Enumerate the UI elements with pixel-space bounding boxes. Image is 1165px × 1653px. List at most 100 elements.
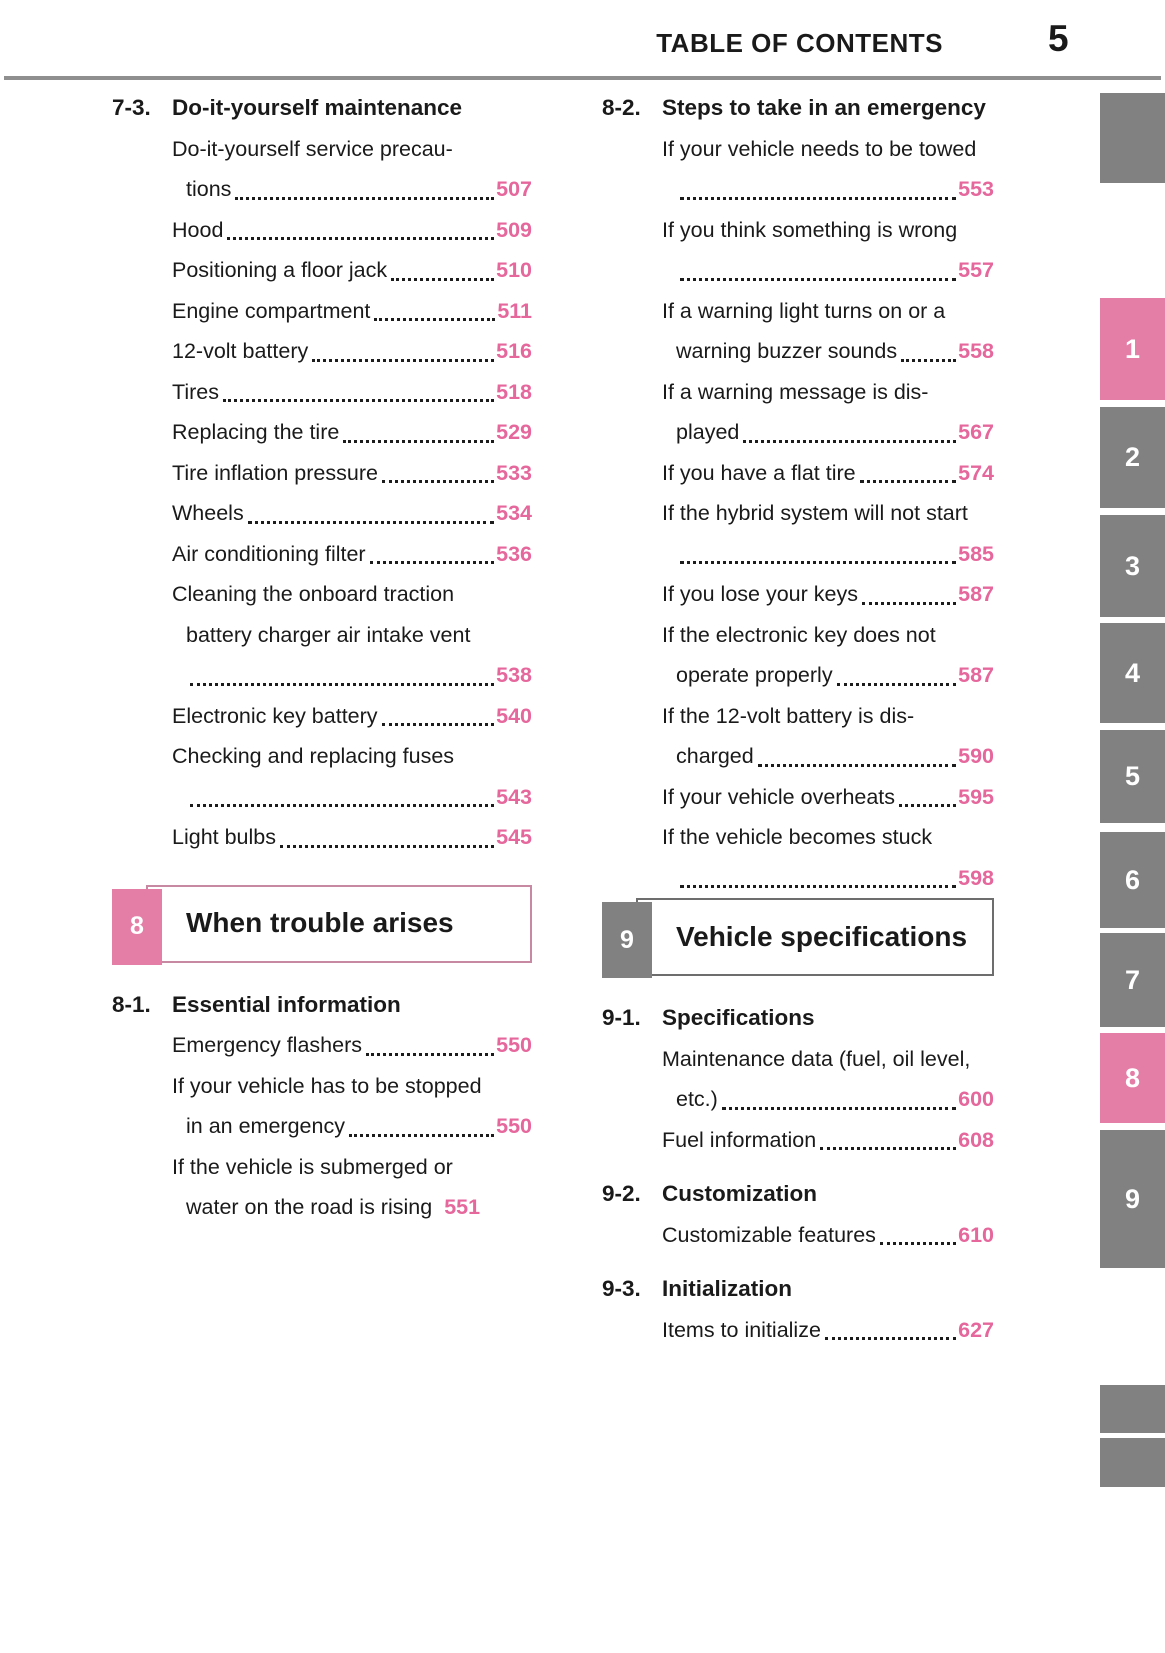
section-title: Steps to take in an emergency bbox=[662, 95, 986, 120]
page-number: 598 bbox=[958, 865, 994, 890]
chapter-number-badge: 9 bbox=[602, 902, 652, 978]
page-number: 509 bbox=[496, 217, 532, 242]
section-heading-9-1: 9-1. Specifications bbox=[602, 998, 994, 1039]
toc-entry: If your vehicle overheats 595 bbox=[602, 777, 994, 818]
dot-leader bbox=[901, 358, 957, 362]
toc-entry-text: water on the road is rising bbox=[186, 1195, 433, 1219]
toc-entry-text: Engine compartment bbox=[172, 298, 371, 323]
side-tab-1: 1 bbox=[1100, 298, 1165, 400]
section-title: Specifications bbox=[662, 1005, 815, 1030]
toc-entry-text: played bbox=[676, 420, 740, 444]
toc-entry: If your vehicle needs to be towed bbox=[602, 129, 994, 170]
toc-entry-text: Light bulbs bbox=[172, 825, 276, 849]
page-number: 567 bbox=[958, 420, 994, 444]
toc-entry-text: Checking and replacing fuses bbox=[172, 744, 455, 768]
page-number: 574 bbox=[958, 460, 994, 485]
toc-entry-text: Emergency flashers bbox=[172, 1033, 362, 1057]
dot-leader bbox=[190, 682, 495, 686]
toc-entry: Replacing the tire 529 bbox=[112, 412, 532, 453]
toc-entry-text: battery charger air intake vent bbox=[186, 622, 471, 647]
toc-entry-text: Do-it-yourself service precau- bbox=[172, 136, 453, 161]
section-number: 9-2. bbox=[602, 1181, 641, 1206]
dot-leader bbox=[343, 439, 495, 443]
page-number: 595 bbox=[958, 784, 994, 809]
toc-entry-text: Positioning a floor jack bbox=[172, 258, 388, 282]
dot-leader bbox=[680, 196, 957, 200]
toc-entry: 585 bbox=[602, 534, 994, 575]
toc-entry-text: Air conditioning filter bbox=[172, 541, 366, 566]
dot-leader bbox=[280, 844, 495, 848]
side-tab-4: 4 bbox=[1100, 623, 1165, 723]
toc-entry: If the electronic key does not bbox=[602, 615, 994, 656]
page-number: 510 bbox=[496, 258, 532, 282]
toc-entry: Tire inflation pressure 533 bbox=[112, 453, 532, 494]
section-number: 7-3. bbox=[112, 95, 151, 120]
dot-leader bbox=[222, 399, 495, 402]
dot-leader bbox=[757, 763, 957, 767]
section-heading-9-3: 9-3. Initialization bbox=[602, 1269, 994, 1310]
dot-leader bbox=[348, 1133, 495, 1137]
toc-entry-text: If your vehicle overheats bbox=[662, 784, 896, 809]
toc-entry-text: Replacing the tire bbox=[172, 420, 340, 444]
dot-leader bbox=[366, 1052, 495, 1056]
side-tab-8: 8 bbox=[1100, 1033, 1165, 1123]
toc-entry-text: Electronic key battery bbox=[172, 703, 378, 728]
tab-blank-bottom-2 bbox=[1100, 1438, 1165, 1487]
section-title: Initialization bbox=[662, 1276, 793, 1301]
page-number: 538 bbox=[496, 663, 532, 687]
toc-entry: Items to initialize 627 bbox=[602, 1310, 994, 1351]
toc-entry: Fuel information 608 bbox=[602, 1120, 994, 1161]
page-number: 533 bbox=[496, 460, 532, 485]
dot-leader bbox=[899, 804, 957, 807]
toc-entry-text: If the vehicle becomes stuck bbox=[662, 825, 933, 849]
section-heading-8-2: 8-2. Steps to take in an emergency bbox=[602, 88, 994, 129]
toc-entry: If the vehicle is submerged or bbox=[112, 1147, 532, 1188]
toc-entry-text: If you have a flat tire bbox=[662, 460, 856, 485]
toc-entry-text: charged bbox=[676, 744, 754, 768]
toc-entry: Emergency flashers 550 bbox=[112, 1025, 532, 1066]
page-number: 608 bbox=[958, 1127, 994, 1152]
toc-entry: Light bulbs 545 bbox=[112, 817, 532, 858]
page-number: 534 bbox=[496, 501, 532, 525]
toc-entry-text: If a warning message is dis- bbox=[662, 379, 929, 404]
dot-leader bbox=[190, 804, 495, 807]
toc-entry: If a warning light turns on or a bbox=[602, 291, 994, 332]
page-title: TABLE OF CONTENTS bbox=[656, 28, 943, 58]
toc-column-left: 7-3. Do-it-yourself maintenance Do-it-yo… bbox=[112, 88, 532, 1228]
dot-leader bbox=[247, 520, 495, 524]
toc-entry: Do-it-yourself service precau- bbox=[112, 129, 532, 170]
toc-entry: If a warning message is dis- bbox=[602, 372, 994, 413]
chapter-title-box: When trouble arises bbox=[146, 884, 532, 963]
toc-column-right: 8-2. Steps to take in an emergency If yo… bbox=[602, 88, 994, 1350]
toc-entry-text: Fuel information bbox=[662, 1127, 817, 1152]
page-number: 529 bbox=[496, 420, 532, 444]
toc-entry: 538 bbox=[112, 655, 532, 696]
toc-entry: Wheels 534 bbox=[112, 493, 532, 534]
dot-leader bbox=[374, 318, 496, 321]
side-tab-9: 9 bbox=[1100, 1130, 1165, 1268]
page-number: 540 bbox=[496, 703, 532, 728]
toc-entry-text: Tire inflation pressure bbox=[172, 460, 378, 485]
toc-entry: If your vehicle has to be stopped bbox=[112, 1066, 532, 1107]
section-heading-7-3: 7-3. Do-it-yourself maintenance bbox=[112, 88, 532, 129]
toc-entry: tions 507 bbox=[112, 169, 532, 210]
page-number: 536 bbox=[496, 541, 532, 566]
page-number: 627 bbox=[958, 1317, 994, 1342]
toc-entry: 553 bbox=[602, 169, 994, 210]
dot-leader bbox=[312, 358, 495, 362]
toc-entry: Maintenance data (fuel, oil level, bbox=[602, 1039, 994, 1080]
side-tab-2: 2 bbox=[1100, 407, 1165, 508]
toc-entry-text: Cleaning the onboard traction bbox=[172, 582, 455, 606]
toc-entry: If you lose your keys 587 bbox=[602, 574, 994, 615]
section-heading-8-1: 8-1. Essential information bbox=[112, 985, 532, 1026]
section-number: 8-1. bbox=[112, 991, 151, 1017]
dot-leader bbox=[381, 480, 495, 483]
page-number: 545 bbox=[496, 825, 532, 849]
toc-entry: Hood 509 bbox=[112, 210, 532, 251]
section-heading-9-2: 9-2. Customization bbox=[602, 1174, 994, 1215]
toc-entry: warning buzzer sounds 558 bbox=[602, 331, 994, 372]
page-number: 550 bbox=[496, 1114, 532, 1138]
toc-entry-text: Wheels bbox=[172, 501, 244, 525]
dot-leader bbox=[824, 1337, 957, 1340]
dot-leader bbox=[391, 277, 495, 281]
